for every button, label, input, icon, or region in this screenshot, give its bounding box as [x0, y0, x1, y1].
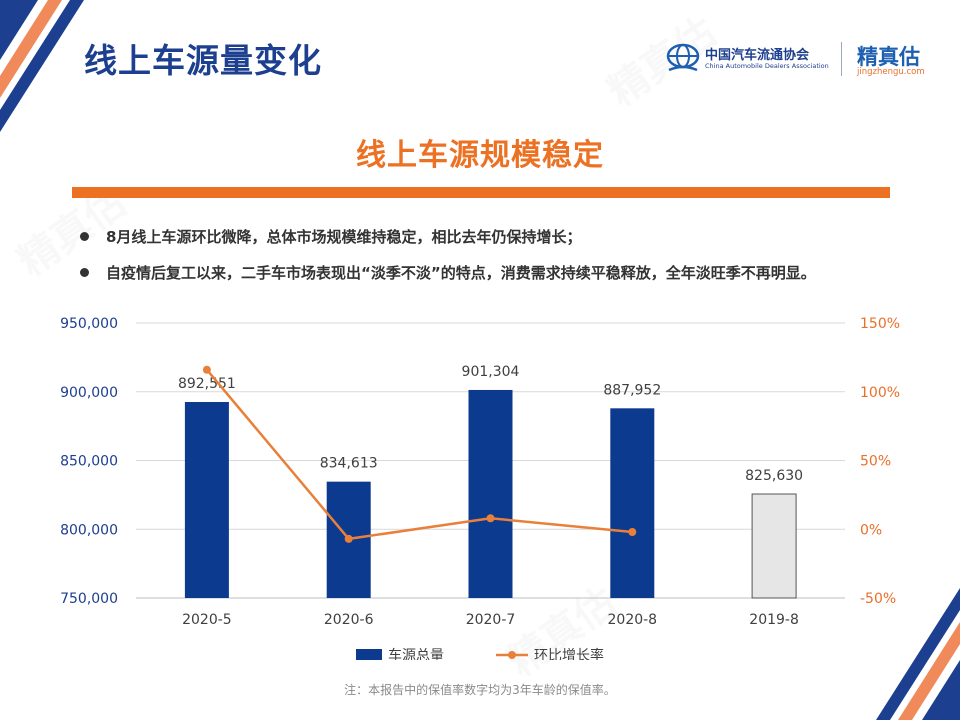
bar-data-label: 834,613	[320, 456, 378, 472]
bar-data-label: 901,304	[462, 364, 520, 380]
legend-label: 环比增长率	[534, 647, 604, 660]
x-tick-label: 2020-6	[324, 612, 374, 628]
y-left-tick-label: 950,000	[60, 316, 118, 332]
line-path	[205, 368, 633, 541]
bar-series	[184, 389, 797, 599]
y-left-tick-label: 750,000	[60, 591, 118, 607]
legend-swatch-bar	[356, 649, 382, 660]
jzg-logo-url: jingzhengu.com	[857, 67, 925, 77]
logo-divider	[841, 42, 842, 76]
bullet-dot	[80, 268, 89, 277]
line-point	[202, 365, 211, 374]
top-left-corner-decoration	[0, 0, 84, 132]
left-y-axis: 750,000 800,000 850,000 900,000 950,000	[60, 316, 118, 607]
line-series	[202, 365, 637, 543]
line-point	[486, 514, 495, 523]
cada-logo-icon	[666, 43, 700, 72]
bar	[184, 401, 229, 598]
line-point	[628, 528, 637, 536]
cada-name-en: China Automobile Dealers Association	[705, 62, 829, 70]
bullet-text: 8月线上车源环比微降，总体市场规模维持稳定，相比去年仍保持增长；	[106, 228, 582, 246]
y-right-tick-label: -50%	[860, 591, 896, 607]
bar	[610, 408, 655, 598]
bullet-dot	[80, 232, 89, 241]
legend-label: 车源总量	[388, 647, 444, 660]
page-title: 线上车源量变化	[84, 41, 322, 80]
x-axis: 2020-5 2020-6 2020-7 2020-8 2019-8	[182, 612, 799, 628]
logo-area: 中国汽车流通协会 China Automobile Dealers Associ…	[665, 40, 935, 80]
legend-swatch-marker	[508, 651, 516, 659]
bar	[751, 493, 797, 599]
footnote: 注：本报告中的保值率数字均为3年车龄的保值率。	[344, 683, 616, 697]
x-tick-label: 2020-5	[182, 612, 232, 628]
y-right-tick-label: 100%	[860, 385, 900, 401]
subtitle-underline	[72, 187, 890, 198]
cada-name-cn: 中国汽车流通协会	[705, 48, 810, 63]
slide-subtitle: 线上车源规模稳定	[356, 138, 604, 173]
y-right-tick-label: 50%	[860, 454, 891, 470]
jzg-logo-text: 精真估	[857, 45, 920, 69]
bar-data-label: 887,952	[603, 382, 661, 398]
y-left-tick-label: 850,000	[60, 454, 118, 470]
line-point	[344, 534, 353, 543]
y-right-tick-label: 150%	[860, 316, 900, 332]
x-tick-label: 2019-8	[749, 612, 799, 628]
bullet-text: 自疫情后复工以来，二手车市场表现出“淡季不淡”的特点，消费需求持续平稳释放，全年…	[106, 264, 816, 282]
x-tick-label: 2020-8	[608, 612, 658, 628]
bottom-right-corner-decoration	[876, 588, 960, 720]
right-y-axis: -50% 0% 50% 100% 150%	[860, 316, 900, 607]
combo-chart: 750,000 800,000 850,000 900,000 950,000 -50%…	[60, 316, 900, 660]
chart-legend: 车源总量 环比增长率	[356, 647, 604, 660]
y-left-tick-label: 800,000	[60, 522, 118, 538]
bar-data-label: 892,551	[178, 376, 236, 392]
y-left-tick-label: 900,000	[60, 385, 118, 401]
bar	[468, 389, 513, 598]
bar-data-label: 825,630	[745, 468, 803, 484]
bar-data-labels: 892,551 834,613 901,304 887,952 825,630	[178, 364, 803, 484]
x-tick-label: 2020-7	[466, 612, 516, 628]
y-right-tick-label: 0%	[860, 522, 882, 538]
